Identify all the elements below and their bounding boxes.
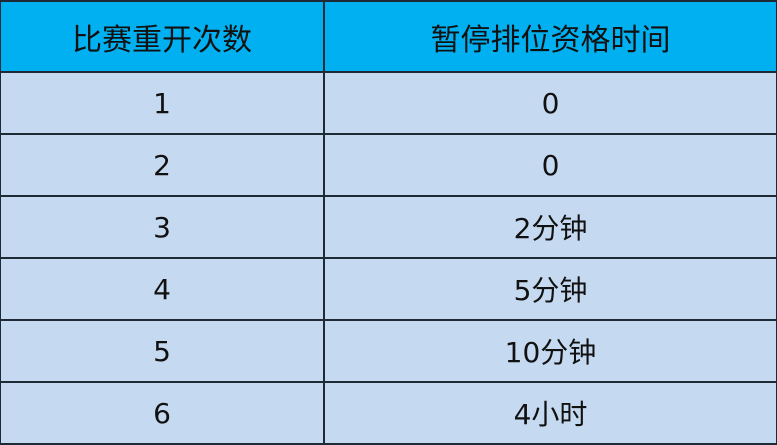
- cell-suspension-time: 5分钟: [323, 257, 777, 321]
- header-row: 比赛重开次数 暂停排位资格时间: [0, 0, 777, 73]
- cell-suspension-time: 10分钟: [323, 319, 777, 383]
- header-suspension-time: 暂停排位资格时间: [323, 0, 777, 73]
- table-row: 6 4小时: [0, 381, 777, 445]
- cell-suspension-time: 2分钟: [323, 195, 777, 259]
- cell-suspension-time: 0: [323, 133, 777, 197]
- cell-restart-count: 3: [0, 195, 325, 259]
- cell-restart-count: 1: [0, 71, 325, 135]
- cell-restart-count: 6: [0, 381, 325, 445]
- cell-restart-count: 4: [0, 257, 325, 321]
- table-row: 5 10分钟: [0, 319, 777, 383]
- table-row: 4 5分钟: [0, 257, 777, 321]
- cell-suspension-time: 0: [323, 71, 777, 135]
- table-row: 3 2分钟: [0, 195, 777, 259]
- cell-restart-count: 2: [0, 133, 325, 197]
- header-restart-count: 比赛重开次数: [0, 0, 325, 73]
- cell-suspension-time: 4小时: [323, 381, 777, 445]
- cell-restart-count: 5: [0, 319, 325, 383]
